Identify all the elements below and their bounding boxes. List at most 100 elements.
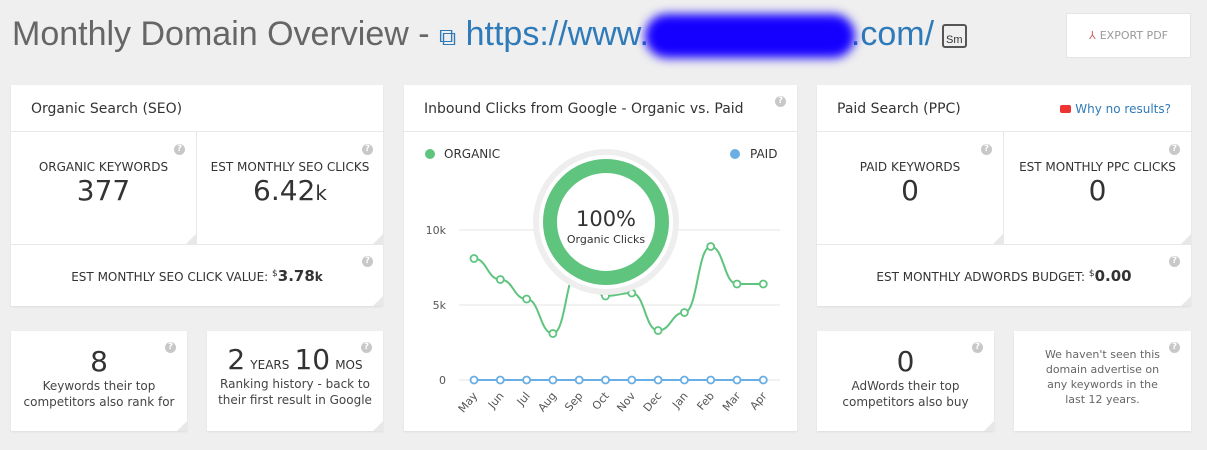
ppc-title: Paid Search (PPC) Why no results? [817, 85, 1191, 132]
label: PAID KEYWORDS [859, 160, 961, 174]
ranking-history-card: ? 2 YEARS 10 MOS Ranking history - back … [207, 331, 383, 431]
value: 8 [90, 345, 108, 378]
url-suffix: .com/ [850, 14, 935, 53]
data-point-paid [548, 375, 558, 385]
help-icon[interactable]: ? [1169, 256, 1180, 267]
adwords-budget: EST MONTHLY ADWORDS BUDGET: $0.00 [817, 267, 1191, 285]
currency: $ [1088, 269, 1095, 279]
donut-percentage: 100% [576, 207, 636, 231]
data-point-paid [522, 375, 531, 385]
y-tick-label: 10k [426, 224, 447, 237]
x-tick-label: Sep [562, 390, 585, 414]
x-tick-label: Dec [641, 390, 665, 415]
value: 3.78 [277, 267, 315, 285]
y-tick-label: 0 [439, 374, 446, 387]
help-icon[interactable]: ? [174, 144, 185, 155]
data-point-paid [653, 375, 663, 385]
x-tick-label: Jul [514, 390, 533, 409]
value: 0 [896, 345, 915, 378]
data-point-organic [469, 254, 479, 263]
x-tick-label: Nov [614, 389, 638, 414]
adwords-competitors-card: ? 0 AdWords their top competitors also b… [817, 331, 994, 431]
value: 6.42 [253, 174, 316, 207]
label: EST MONTHLY SEO CLICKS [210, 160, 370, 174]
help-icon[interactable]: ? [1169, 144, 1180, 155]
currency: $ [272, 269, 278, 279]
data-point-paid [469, 375, 479, 385]
external-link-icon[interactable]: ⧉ [439, 23, 457, 51]
domain-link[interactable]: https://www. .com/ [466, 14, 935, 58]
ppc-card: Paid Search (PPC) Why no results? ? ? ? … [817, 85, 1191, 306]
data-point-organic [522, 294, 531, 304]
legend-organic-marker [425, 149, 435, 159]
data-point-organic [732, 279, 742, 289]
link-text: Why no results? [1075, 102, 1171, 116]
help-icon[interactable]: ? [362, 144, 373, 155]
sm-badge-icon[interactable]: Sm [942, 24, 967, 48]
legend-organic-label: ORGANIC [444, 147, 500, 161]
competitors-rank-card: ? 8 Keywords their top competitors also … [11, 331, 187, 431]
data-point-organic [758, 279, 768, 289]
help-icon[interactable]: ? [775, 96, 786, 107]
label: EST MONTHLY PPC CLICKS [1019, 160, 1176, 174]
why-no-results-link[interactable]: Why no results? [1060, 102, 1171, 116]
help-icon[interactable]: ? [1169, 342, 1180, 353]
data-point-paid [601, 375, 610, 385]
redaction-blur [644, 14, 855, 58]
data-point-paid [679, 375, 689, 385]
x-tick-label: Feb [695, 390, 717, 413]
help-icon[interactable]: ? [165, 342, 176, 353]
data-point-paid [627, 375, 637, 385]
line-chart: 0 5k 10k May Jun Jul Aug Sep Oct Nov Dec Jan Feb Mar A… [425, 147, 780, 415]
title: Paid Search (PPC) [837, 101, 961, 117]
seo-card: Organic Search (SEO) ? ? ? ORGANIC KEYWO… [11, 85, 383, 306]
help-icon[interactable]: ? [361, 342, 372, 353]
seo-clicks: EST MONTHLY SEO CLICKS 6.42k [197, 160, 383, 207]
data-point-organic [653, 326, 663, 335]
legend-paid-label: PAID [750, 147, 777, 161]
youtube-icon [1060, 105, 1072, 113]
page-title: Monthly Domain Overview - ⧉ https://www.… [12, 14, 967, 58]
value: 0.00 [1094, 267, 1132, 285]
help-icon[interactable]: ? [362, 256, 373, 267]
years-value: 2 [227, 343, 246, 376]
ppc-clicks: EST MONTHLY PPC CLICKS 0 [1004, 160, 1191, 207]
label: EST MONTHLY ADWORDS BUDGET: [876, 270, 1086, 284]
description: Keywords their top competitors also rank… [23, 379, 175, 409]
no-advertise-card: ? We haven't seen this domain advertise … [1014, 331, 1191, 431]
data-point-organic [495, 275, 505, 284]
x-tick-label: Oct [590, 389, 613, 412]
y-tick-label: 5k [433, 299, 447, 312]
seo-click-value: EST MONTHLY SEO CLICK VALUE: $3.78k [11, 267, 383, 285]
label: ORGANIC KEYWORDS [38, 160, 169, 174]
data-point-organic [706, 242, 716, 251]
unit: k [314, 270, 323, 284]
label: EST MONTHLY SEO CLICK VALUE: [71, 270, 269, 284]
data-point-paid [574, 375, 584, 385]
value: 0 [1088, 174, 1107, 207]
help-icon[interactable]: ? [981, 144, 992, 155]
chart-title: Inbound Clicks from Google - Organic vs.… [404, 85, 797, 132]
value: 0 [901, 174, 919, 207]
organic-keywords: ORGANIC KEYWORDS 377 [11, 160, 196, 207]
x-tick-label: Apr [747, 389, 769, 412]
help-icon[interactable]: ? [972, 342, 983, 353]
data-point-paid [706, 375, 716, 385]
description: Ranking history - back to their first re… [218, 377, 372, 407]
donut-organic-arc [543, 159, 669, 285]
unit: k [315, 181, 327, 205]
title-text: Monthly Domain Overview - [12, 14, 440, 53]
x-tick-label: Aug [535, 390, 559, 415]
description: We haven't seen this domain advertise on… [1044, 348, 1161, 406]
description: AdWords their top competitors also buy [842, 379, 969, 409]
x-tick-label: Jan [669, 390, 691, 412]
export-pdf-button[interactable]: ⅄ EXPORT PDF [1066, 13, 1191, 58]
data-point-paid [732, 375, 742, 385]
data-point-organic [548, 329, 558, 338]
years-unit: YEARS [250, 358, 290, 372]
months-unit: MOS [335, 358, 363, 372]
x-tick-label: May [456, 389, 481, 415]
clicks-chart-card: Inbound Clicks from Google - Organic vs.… [404, 85, 797, 431]
data-point-organic [679, 308, 689, 317]
value: 377 [76, 174, 131, 207]
